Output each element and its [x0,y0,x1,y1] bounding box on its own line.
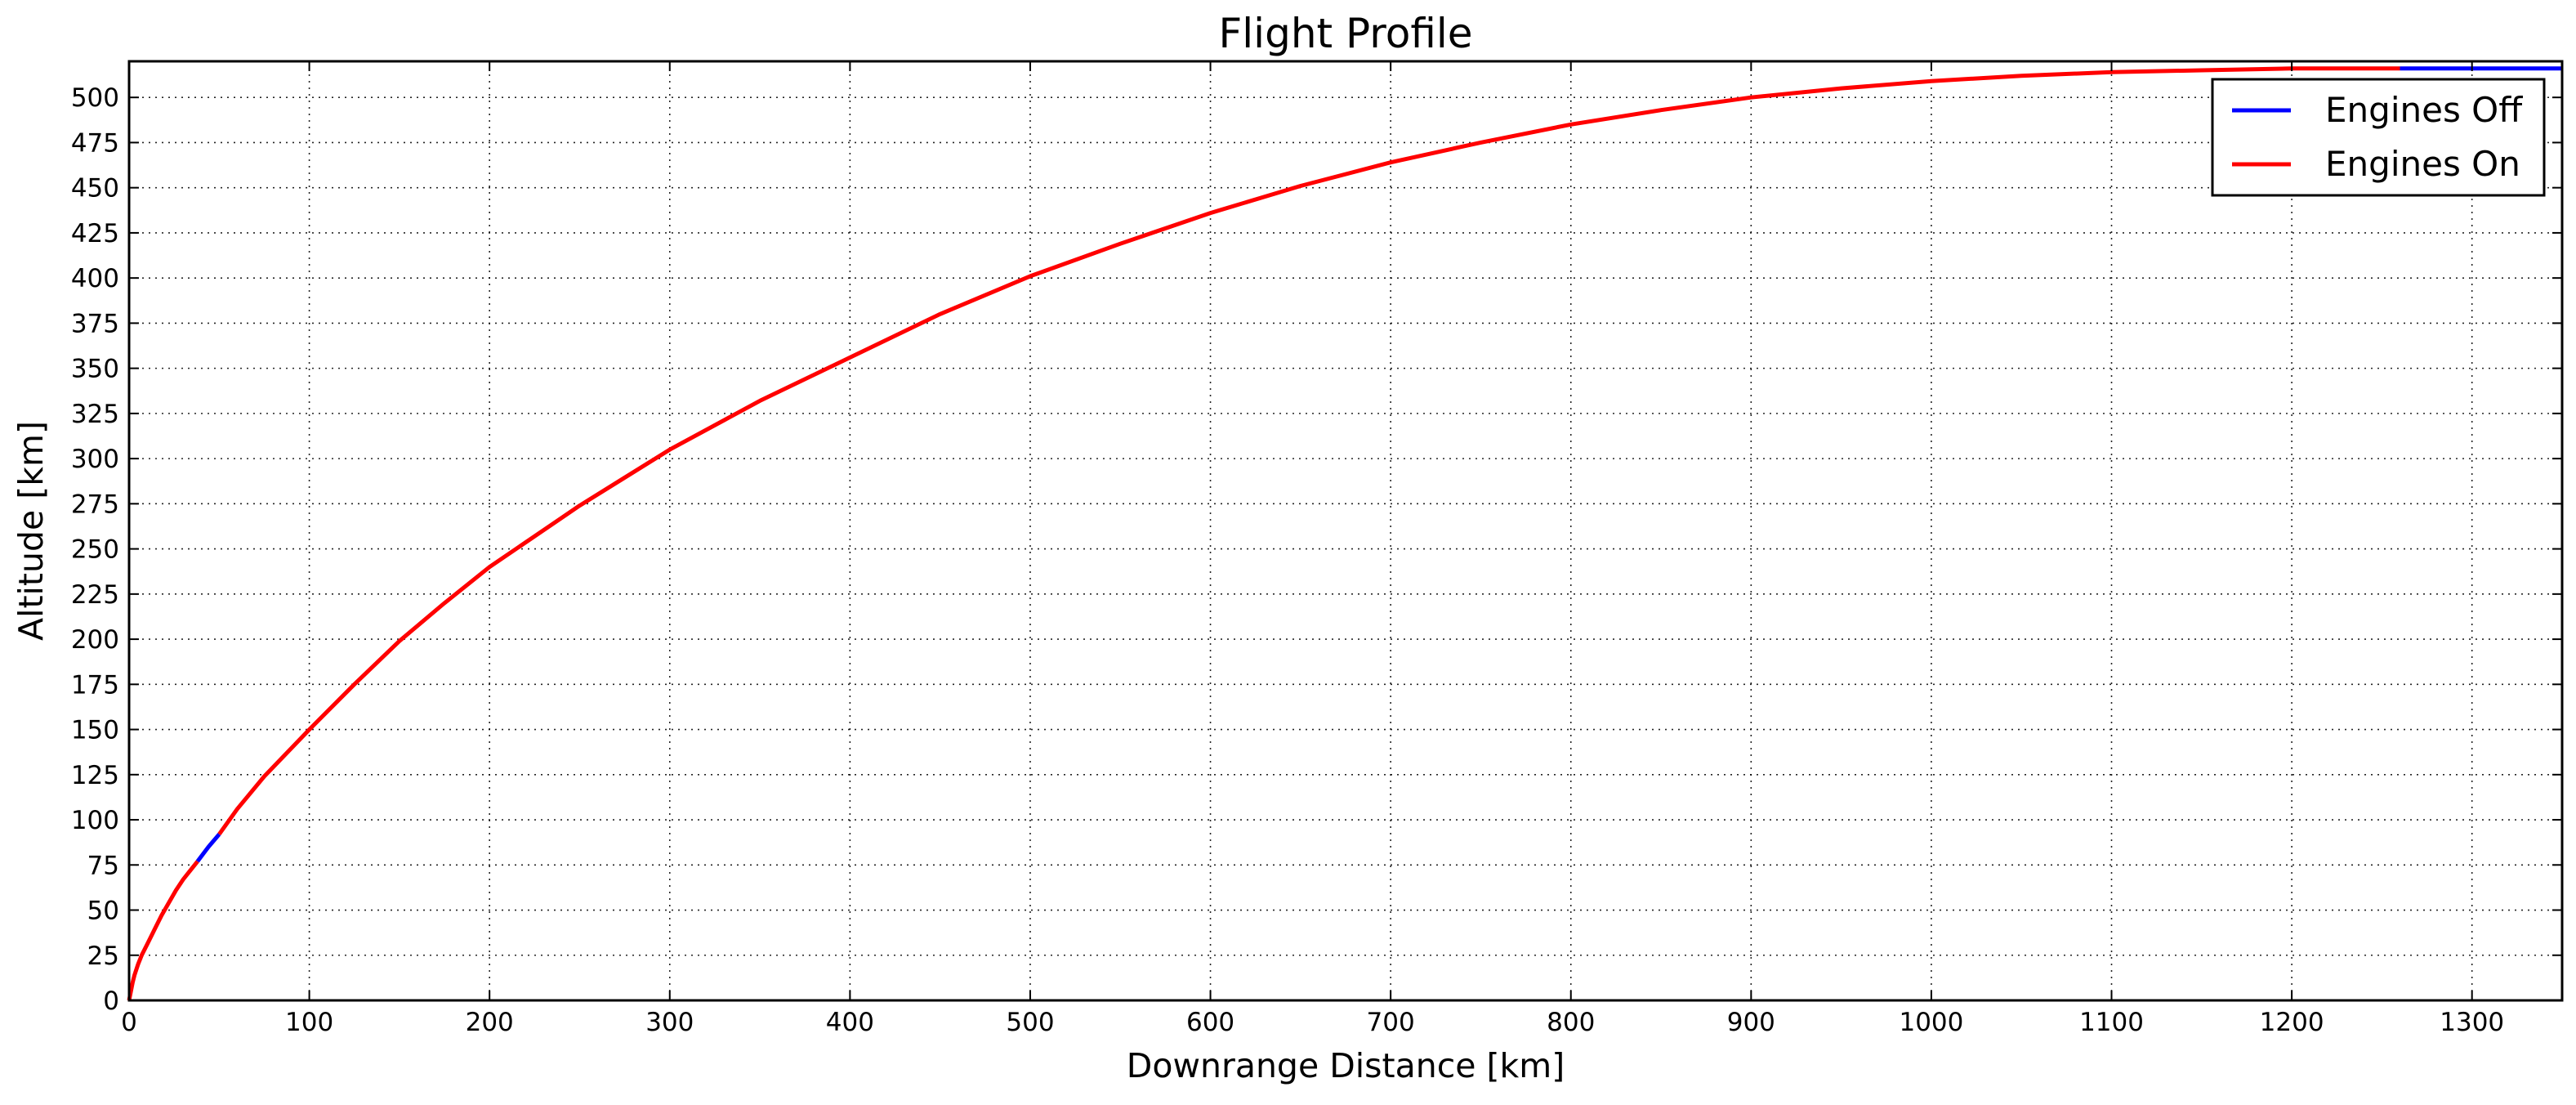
y-tick-label: 125 [71,761,119,790]
x-tick-label: 600 [1186,1008,1234,1037]
y-tick-label: 500 [71,83,119,113]
x-tick-label: 1000 [1899,1008,1963,1037]
series-line-engines-on [217,66,2400,836]
x-tick-label: 1200 [2260,1008,2324,1037]
x-tick-label: 200 [466,1008,514,1037]
grid-layer [128,61,2562,1001]
x-tick-label: 100 [285,1008,333,1037]
x-tick-label: 800 [1547,1008,1595,1037]
x-tick-label: 900 [1727,1008,1775,1037]
y-tick-label: 225 [71,580,119,610]
y-tick-label: 50 [87,897,119,926]
y-tick-label: 350 [71,355,119,384]
y-tick-label: 175 [71,670,119,700]
legend-label-engines-off: Engines Off [2325,90,2523,130]
y-tick-label: 250 [71,535,119,565]
x-tick-label: 700 [1367,1008,1415,1037]
y-tick-label: 325 [71,400,119,429]
y-tick-label: 475 [71,128,119,158]
y-tick-label: 200 [71,625,119,655]
y-tick-label: 400 [71,264,119,293]
tick-layer: 0 100 200 300 400 500 600 700 800 900 1000 1100 1200… [71,61,2562,1037]
legend-box [2211,78,2546,197]
y-tick-label: 450 [71,174,119,204]
legend-label-engines-on: Engines On [2325,144,2520,184]
x-tick-label: 1100 [2079,1008,2144,1037]
chart-title: Flight Profile [1219,10,1473,57]
x-axis-label: Downrange Distance [km] [1127,1046,1565,1085]
x-tick-label: 0 [121,1008,137,1037]
x-tick-label: 400 [826,1008,874,1037]
y-tick-label: 425 [71,219,119,248]
x-tick-label: 1300 [2440,1008,2504,1037]
y-tick-label: 100 [71,806,119,835]
series-line-engines-off [195,833,221,863]
y-axis-label: Altitude [km] [11,421,51,641]
y-tick-label: 75 [87,851,119,880]
y-tick-label: 275 [71,490,119,519]
plot-frame [127,60,2564,1002]
y-tick-label: 150 [71,716,119,745]
series-line-engines-on [127,860,199,1001]
y-tick-label: 0 [103,986,119,1016]
legend: Engines Off Engines On [2211,78,2546,197]
x-tick-label: 300 [645,1008,694,1037]
y-tick-label: 25 [87,942,119,971]
x-tick-label: 500 [1006,1008,1054,1037]
y-tick-label: 375 [71,309,119,338]
y-tick-label: 300 [71,445,119,474]
